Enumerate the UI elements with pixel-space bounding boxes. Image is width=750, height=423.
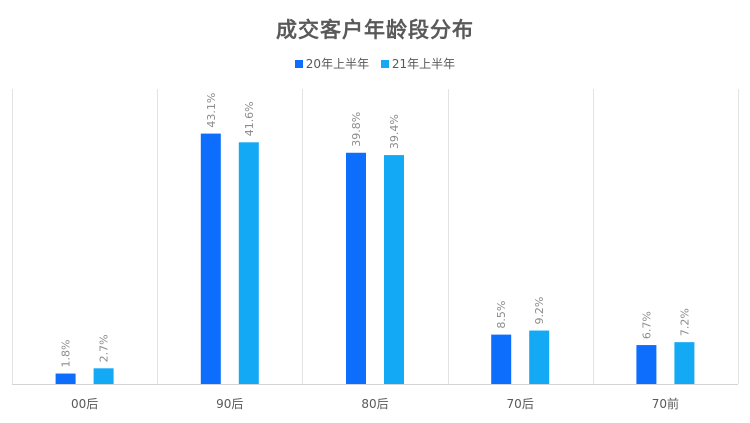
bar-series-1-70前	[636, 345, 657, 384]
bar-series-2-70前	[674, 342, 695, 384]
data-label-series-2-80后: 39.4%	[388, 114, 401, 149]
x-tick-label-90后: 90后	[216, 397, 243, 411]
data-label-series-1-70前: 6.7%	[640, 311, 653, 339]
bar-series-1-70后	[491, 334, 512, 384]
bar-series-2-70后	[529, 330, 550, 384]
bar-series-1-00后	[55, 373, 76, 384]
data-label-series-2-90后: 41.6%	[243, 101, 256, 136]
legend-label-series-2: 21年上半年	[391, 57, 456, 71]
legend-label-series-1: 20年上半年	[305, 57, 370, 71]
data-label-series-1-00后: 1.8%	[60, 340, 73, 368]
bar-series-2-00后	[93, 368, 114, 384]
legend-item-series-1: 20年上半年	[294, 55, 370, 72]
bar-series-2-80后	[384, 155, 404, 384]
legend-swatch-series-1	[294, 60, 303, 68]
legend-item-series-2: 21年上半年	[380, 55, 456, 72]
x-tick-label-00后: 00后	[71, 397, 98, 411]
data-label-series-1-90后: 43.1%	[205, 93, 218, 128]
chart-title: 成交客户年龄段分布	[276, 18, 474, 42]
bar-series-2-90后	[238, 142, 259, 384]
data-label-series-1-70后: 8.5%	[495, 301, 508, 329]
bar-series-1-90后	[200, 133, 221, 384]
x-tick-label-70后: 70后	[507, 397, 534, 411]
data-label-series-2-70后: 9.2%	[533, 297, 546, 325]
bar-series-1-80后	[346, 152, 366, 384]
data-label-series-2-70前: 7.2%	[678, 308, 691, 336]
legend: 20年上半年 21年上半年	[0, 55, 750, 72]
x-tick-label-80后: 80后	[361, 397, 388, 411]
legend-swatch-series-2	[380, 60, 389, 68]
data-label-series-2-00后: 2.7%	[98, 334, 111, 362]
data-label-series-1-80后: 39.8%	[350, 112, 363, 147]
x-tick-label-70前: 70前	[652, 396, 679, 411]
